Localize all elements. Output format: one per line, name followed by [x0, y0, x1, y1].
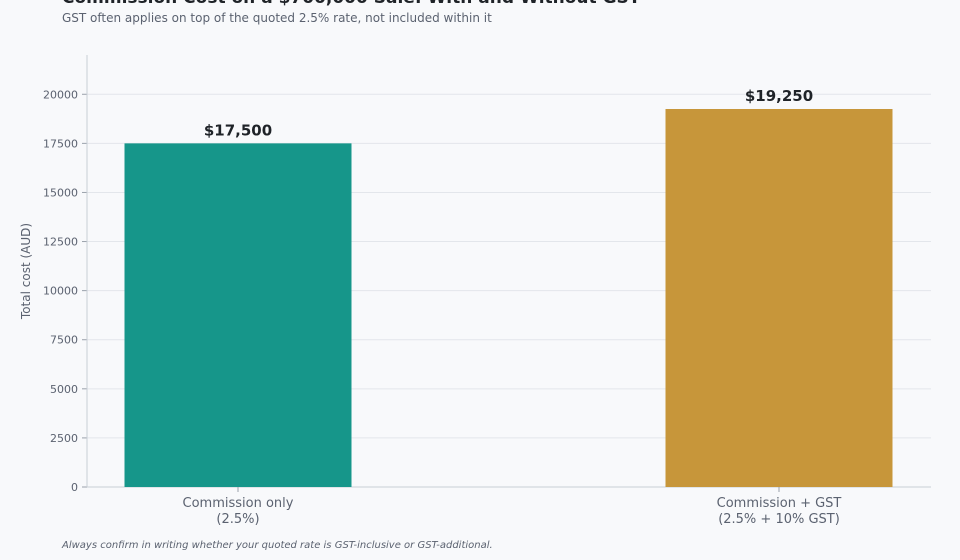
bar [665, 109, 893, 487]
y-tick-label: 2500 [50, 432, 78, 445]
chart-subtitle: GST often applies on top of the quoted 2… [62, 11, 492, 25]
y-tick-label: 15000 [43, 186, 78, 199]
y-tick-label: 10000 [43, 285, 78, 298]
x-category-label: (2.5%) [216, 512, 259, 527]
y-axis-label: Total cost (AUD) [19, 223, 33, 320]
x-category-label: Commission + GST [717, 496, 842, 511]
y-tick-label: 7500 [50, 334, 78, 347]
chart-title: Commission Cost on a $700,000 Sale: With… [62, 0, 640, 8]
bar-value-label: $17,500 [204, 121, 272, 139]
x-category-label: (2.5% + 10% GST) [718, 512, 840, 527]
bar-value-label: $19,250 [745, 87, 813, 105]
y-tick-label: 12500 [43, 236, 78, 249]
y-tick-label: 5000 [50, 383, 78, 396]
y-tick-label: 17500 [43, 137, 78, 150]
bar [124, 143, 352, 487]
y-tick-label: 0 [71, 481, 78, 494]
chart-footnote: Always confirm in writing whether your q… [62, 540, 493, 551]
x-category-label: Commission only [183, 496, 294, 511]
y-tick-label: 20000 [43, 88, 78, 101]
